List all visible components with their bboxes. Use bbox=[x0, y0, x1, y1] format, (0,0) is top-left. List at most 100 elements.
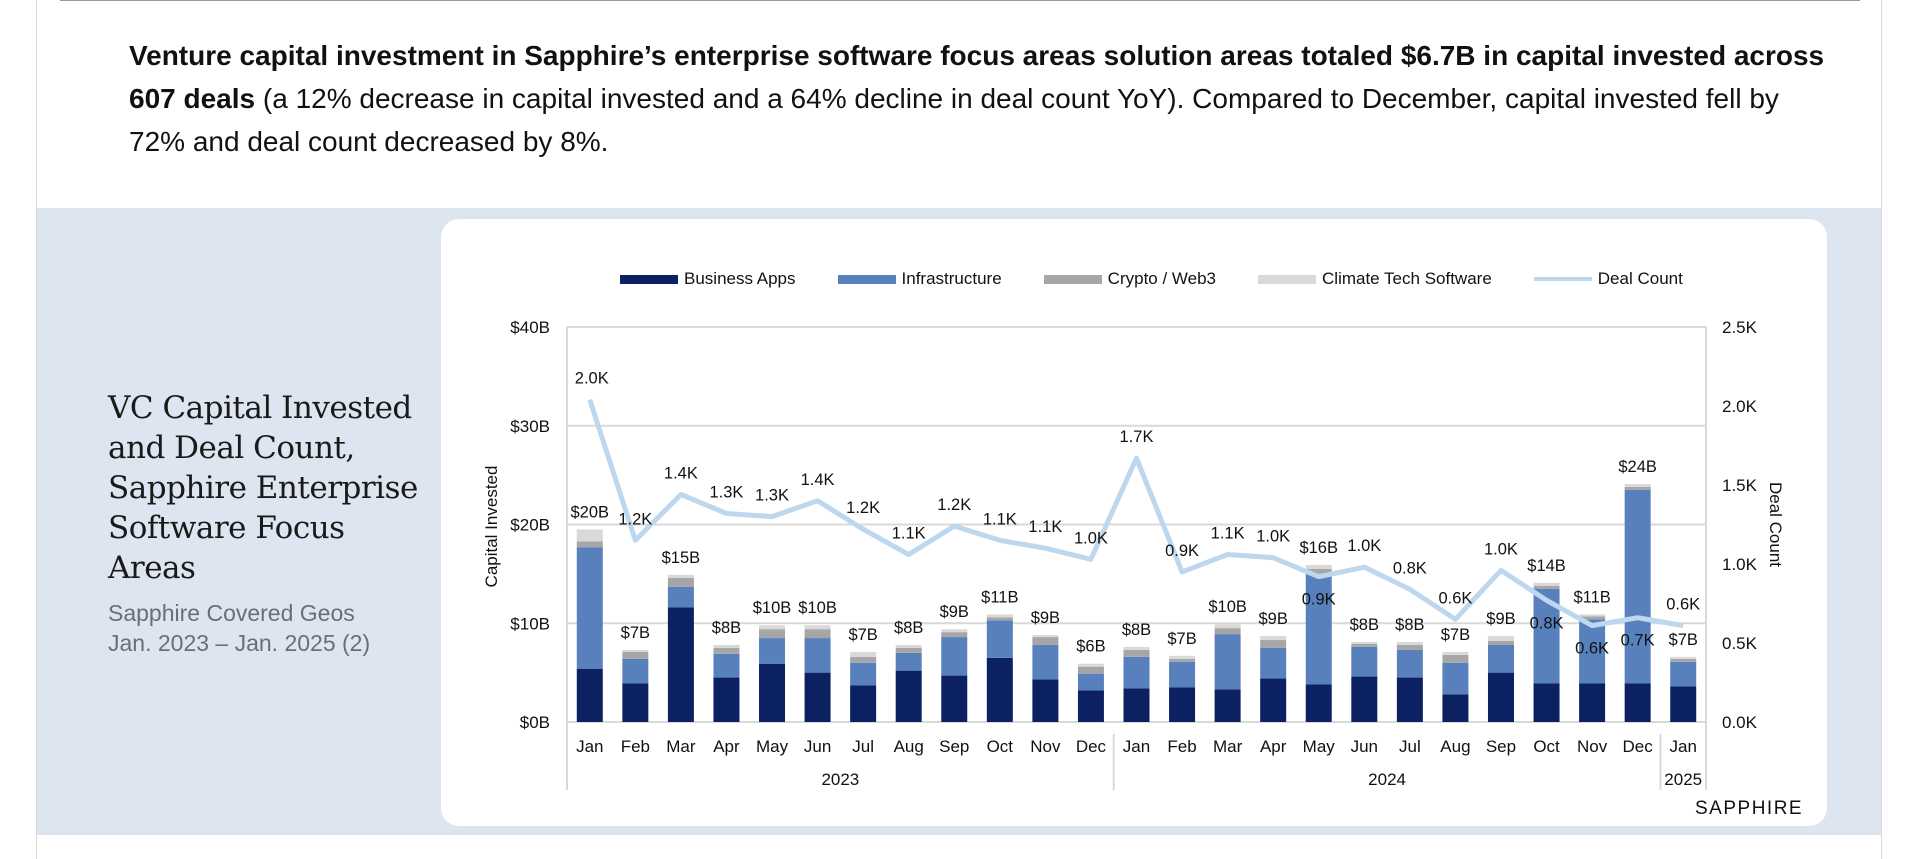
bar-segment-crypto bbox=[850, 656, 877, 663]
bar-segment-climate bbox=[1624, 484, 1651, 487]
y-tick-label: $40B bbox=[510, 318, 550, 337]
bar-segment-climate bbox=[1487, 636, 1514, 642]
deal-count-label: 0.9K bbox=[1165, 542, 1199, 560]
bar-segment-climate bbox=[622, 649, 649, 652]
summary-paragraph: Venture capital investment in Sapphire’s… bbox=[129, 34, 1829, 163]
y-tick-label: $20B bbox=[510, 516, 550, 535]
deal-count-label: 1.3K bbox=[755, 487, 789, 505]
bar-segment-business-apps bbox=[1579, 683, 1606, 722]
y2-tick-label: 1.5K bbox=[1722, 476, 1758, 495]
bar-segment-business-apps bbox=[804, 672, 831, 722]
deal-count-label: 1.0K bbox=[1074, 529, 1108, 547]
bar-segment-crypto bbox=[804, 629, 831, 639]
bar-segment-climate bbox=[895, 644, 922, 648]
bar-segment-infrastructure bbox=[804, 638, 831, 673]
bar-segment-business-apps bbox=[1624, 683, 1651, 722]
x-tick-label: Jan bbox=[576, 737, 603, 756]
deal-count-line bbox=[587, 398, 1684, 629]
deal-count-label: 1.4K bbox=[801, 471, 835, 489]
y-tick-label: $10B bbox=[510, 614, 550, 633]
bar-total-label: $7B bbox=[621, 624, 650, 642]
bar-segment-crypto bbox=[895, 647, 922, 653]
legend-item-climate: Climate Tech Software bbox=[1258, 269, 1492, 289]
bar-segment-crypto bbox=[713, 647, 740, 654]
bar-segment-infrastructure bbox=[850, 662, 877, 686]
x-tick-label: Aug bbox=[894, 737, 924, 756]
bar-segment-infrastructure bbox=[941, 637, 968, 676]
chart-card bbox=[441, 219, 1827, 826]
bar-segment-infrastructure bbox=[1487, 644, 1514, 673]
x-tick-label: May bbox=[1303, 737, 1336, 756]
y2-tick-label: 2.0K bbox=[1722, 397, 1758, 416]
bar-segment-business-apps bbox=[1487, 672, 1514, 722]
bar-segment-business-apps bbox=[1032, 679, 1059, 722]
bar-segment-crypto bbox=[1487, 641, 1514, 645]
bar-total-label: $8B bbox=[894, 619, 923, 637]
deal-count-label: 1.1K bbox=[892, 525, 926, 543]
bar-segment-infrastructure bbox=[1214, 634, 1241, 690]
bar-segment-business-apps bbox=[622, 683, 649, 722]
bar-total-label: $10B bbox=[1208, 598, 1247, 616]
bar-segment-climate bbox=[576, 529, 603, 542]
summary-detail: (a 12% decrease in capital invested and … bbox=[129, 83, 1779, 157]
bar-total-label: $7B bbox=[1441, 626, 1470, 644]
bar-segment-crypto bbox=[667, 577, 694, 587]
bar-segment-crypto bbox=[1123, 649, 1150, 657]
bar-segment-climate bbox=[1260, 636, 1287, 641]
chart-legend: Business Apps Infrastructure Crypto / We… bbox=[620, 268, 1725, 290]
deal-count-label: 0.9K bbox=[1302, 591, 1336, 609]
bar-segment-climate bbox=[1351, 642, 1378, 644]
x-tick-label: Dec bbox=[1623, 737, 1654, 756]
bar-total-label: $7B bbox=[1167, 630, 1196, 648]
bar-total-label: $7B bbox=[1669, 631, 1698, 649]
bar-segment-infrastructure bbox=[759, 638, 786, 664]
x-tick-label: Mar bbox=[1213, 737, 1243, 756]
bar-total-label: $20B bbox=[571, 503, 610, 521]
deal-count-label: 0.8K bbox=[1393, 559, 1427, 577]
legend-swatch-climate bbox=[1258, 274, 1317, 284]
bar-segment-infrastructure bbox=[1396, 649, 1423, 678]
chart-subtitle-period: Jan. 2023 – Jan. 2025 (2) bbox=[108, 630, 371, 656]
bar-total-label: $24B bbox=[1618, 458, 1657, 476]
y2-tick-label: 0.5K bbox=[1722, 634, 1758, 653]
bar-total-label: $7B bbox=[848, 626, 877, 644]
bar-segment-business-apps bbox=[576, 668, 603, 722]
bar-total-label: $8B bbox=[1122, 621, 1151, 639]
bar-total-label: $14B bbox=[1527, 557, 1566, 575]
deal-count-label: 1.0K bbox=[1484, 540, 1518, 558]
top-divider bbox=[60, 0, 1860, 1]
deal-count-label: 1.0K bbox=[1347, 537, 1381, 555]
y2-tick-label: 1.0K bbox=[1722, 555, 1758, 574]
legend-swatch-business-apps bbox=[620, 274, 678, 284]
legend-label: Deal Count bbox=[1597, 269, 1683, 288]
bar-segment-infrastructure bbox=[986, 620, 1013, 658]
bar-segment-crypto bbox=[1533, 585, 1560, 589]
legend-item-crypto: Crypto / Web3 bbox=[1043, 269, 1216, 289]
x-tick-label: Jul bbox=[852, 737, 874, 756]
bar-total-label: $9B bbox=[1259, 610, 1288, 628]
bar-segment-business-apps bbox=[713, 677, 740, 722]
chart-subtitle-geo: Sapphire Covered Geos bbox=[108, 600, 355, 626]
bar-segment-crypto bbox=[1214, 628, 1241, 635]
bar-segment-business-apps bbox=[1123, 688, 1150, 722]
deal-count-label: 0.6K bbox=[1575, 640, 1609, 658]
bar-segment-crypto bbox=[986, 617, 1013, 621]
bar-segment-climate bbox=[941, 629, 968, 633]
deal-count-label: 1.3K bbox=[709, 483, 743, 501]
bar-segment-business-apps bbox=[895, 670, 922, 722]
deal-count-label: 1.2K bbox=[846, 499, 880, 517]
bar-segment-crypto bbox=[1032, 637, 1059, 645]
bar-segment-infrastructure bbox=[1123, 656, 1150, 689]
x-tick-label: Nov bbox=[1577, 737, 1608, 756]
bar-segment-crypto bbox=[1624, 486, 1651, 490]
bar-segment-business-apps bbox=[667, 607, 694, 722]
bar-segment-business-apps bbox=[986, 657, 1013, 722]
bar-segment-crypto bbox=[941, 632, 968, 638]
bar-segment-infrastructure bbox=[622, 658, 649, 684]
chart-title: VC Capital Invested and Deal Count, Sapp… bbox=[108, 390, 418, 586]
x-tick-label: Jun bbox=[804, 737, 831, 756]
legend-item-business-apps: Business Apps bbox=[620, 269, 796, 289]
bar-total-label: $11B bbox=[981, 588, 1018, 606]
x-tick-label: Apr bbox=[1260, 737, 1287, 756]
bar-segment-business-apps bbox=[1305, 684, 1332, 722]
